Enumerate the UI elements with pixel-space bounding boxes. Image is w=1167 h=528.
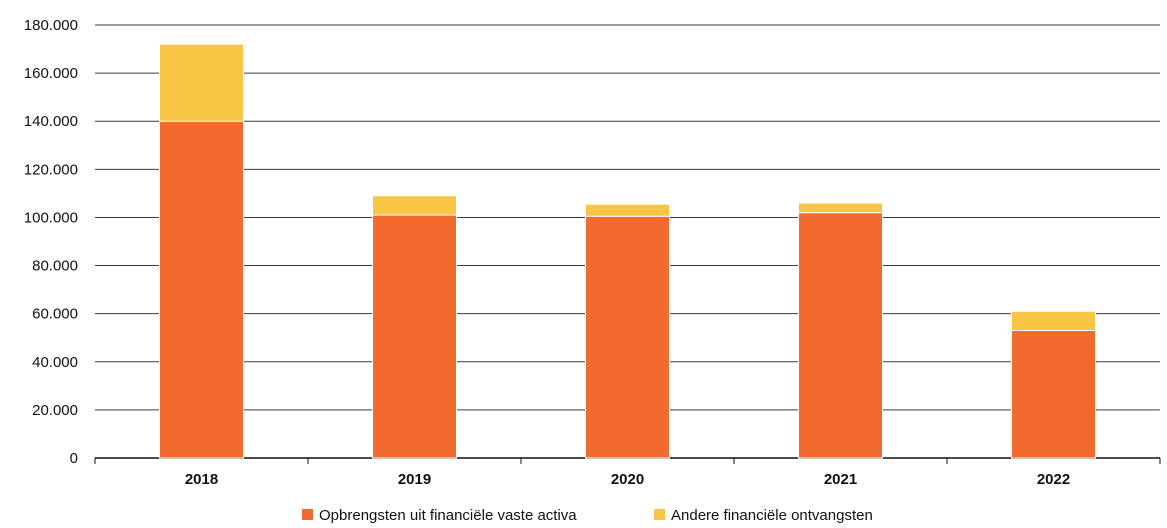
y-tick-label: 40.000 bbox=[32, 354, 78, 371]
y-tick-label: 180.000 bbox=[24, 17, 78, 34]
x-tick-label: 2019 bbox=[398, 471, 431, 488]
x-tick-label: 2020 bbox=[611, 471, 644, 488]
bar-segment-financiele-vaste-activa bbox=[585, 215, 670, 459]
y-tick-label: 20.000 bbox=[32, 402, 78, 419]
y-tick-label: 120.000 bbox=[24, 161, 78, 178]
y-tick-label: 80.000 bbox=[32, 258, 78, 275]
bar-segment-andere-ontvangsten bbox=[1011, 310, 1096, 332]
legend-label: Andere financiële ontvangsten bbox=[671, 507, 873, 524]
bar-segment-financiele-vaste-activa bbox=[372, 214, 457, 459]
bar-segment-andere-ontvangsten bbox=[585, 203, 670, 217]
bar-segment-andere-ontvangsten bbox=[159, 43, 244, 122]
x-tick-label: 2022 bbox=[1037, 471, 1070, 488]
y-tick-label: 100.000 bbox=[24, 209, 78, 226]
bar-segment-financiele-vaste-activa bbox=[159, 120, 244, 459]
y-tick-label: 0 bbox=[70, 450, 78, 467]
bar-segment-financiele-vaste-activa bbox=[798, 212, 883, 459]
bar-segment-andere-ontvangsten bbox=[372, 195, 457, 216]
y-tick-label: 160.000 bbox=[24, 65, 78, 82]
y-tick-label: 60.000 bbox=[32, 306, 78, 323]
bar-segment-andere-ontvangsten bbox=[798, 202, 883, 214]
y-tick-label: 140.000 bbox=[24, 113, 78, 130]
legend-swatch bbox=[302, 509, 313, 520]
legend-swatch bbox=[654, 509, 665, 520]
bar-segment-financiele-vaste-activa bbox=[1011, 330, 1096, 459]
legend-label: Opbrengsten uit financiële vaste activa bbox=[319, 507, 577, 524]
x-tick-label: 2018 bbox=[185, 471, 218, 488]
x-tick-label: 2021 bbox=[824, 471, 857, 488]
